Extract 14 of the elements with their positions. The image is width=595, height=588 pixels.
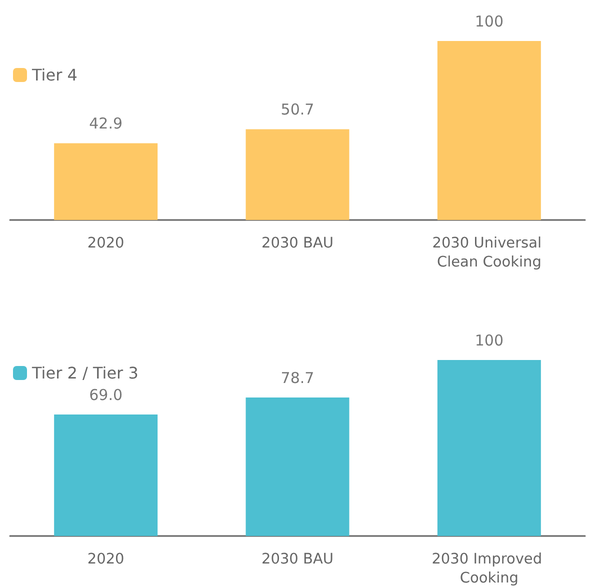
data-label: 100 (474, 12, 504, 30)
x-tick-label: 2030 BAU (262, 236, 334, 252)
x-tick-label: 2020 (87, 552, 124, 568)
x-tick-label: 2020 (87, 236, 124, 252)
data-label: 50.7 (280, 100, 314, 119)
legend-label: Tier 2 / Tier 3 (31, 364, 138, 382)
data-label: 42.9 (89, 114, 123, 133)
data-label: 78.7 (280, 368, 314, 387)
x-tick-label: 2030 BAU (262, 552, 334, 568)
data-label: 100 (474, 332, 504, 350)
x-tick-label: 2030 Improved Cooking (432, 552, 547, 586)
data-label: 69.0 (89, 386, 123, 404)
legend-label: Tier 4 (31, 66, 78, 84)
x-tick-label: 2030 Universal Clean Cooking (432, 236, 546, 270)
